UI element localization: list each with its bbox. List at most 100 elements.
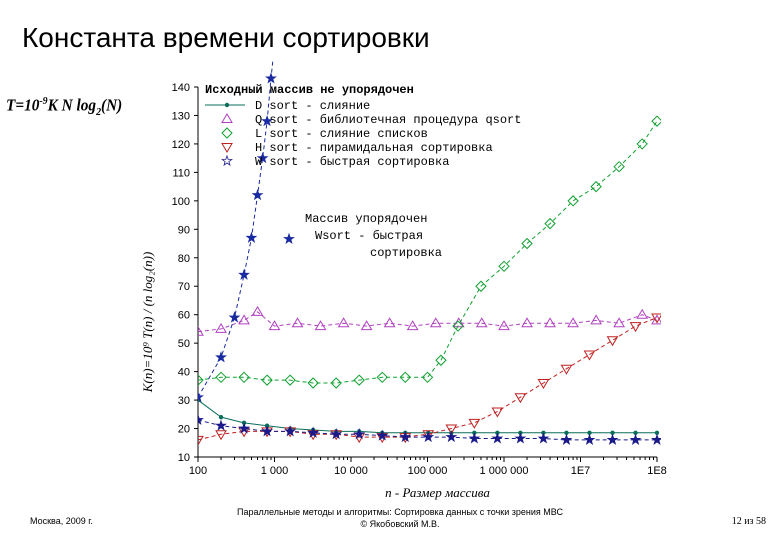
series-5 (198, 60, 277, 403)
data-point (198, 325, 204, 336)
x-axis-label: n - Размер массива (385, 485, 490, 500)
x-tick-label: 1 000 000 (480, 465, 529, 477)
data-point (238, 268, 250, 280)
formula-mid: K N log (47, 95, 97, 115)
data-point (198, 374, 204, 386)
data-point (498, 320, 510, 331)
data-point (435, 354, 447, 366)
data-point (475, 317, 488, 328)
series-1 (198, 305, 661, 336)
formula-sub: 2 (96, 106, 102, 119)
data-point (228, 311, 241, 323)
data-point (215, 430, 227, 441)
slide-title: Константа времени сортировки (22, 22, 430, 53)
data-point (238, 371, 250, 384)
data-point (360, 320, 373, 331)
y-axis-label: K(n)=10⁹ T(n) / (n log₂(n)) (140, 252, 155, 394)
data-point (452, 320, 464, 332)
data-point (583, 350, 596, 361)
data-point (468, 432, 481, 444)
data-point (261, 425, 273, 437)
footer-location: Москва, 2009 г. (30, 516, 93, 526)
data-point (636, 308, 649, 319)
x-tick-label: 10 000 (334, 465, 368, 477)
data-point (491, 432, 504, 444)
series-line (198, 311, 658, 333)
data-point (633, 430, 638, 436)
series-line (198, 60, 274, 398)
data-point (651, 313, 661, 324)
data-point (268, 320, 281, 331)
legend-entry: L sort - слияние списков (221, 127, 428, 141)
y-tick-label: 90 (178, 224, 190, 236)
y-tick-label: 80 (178, 253, 190, 265)
data-point (475, 280, 487, 292)
data-point (514, 393, 527, 404)
series-line (198, 120, 658, 384)
data-point (376, 429, 389, 441)
data-point (265, 72, 277, 84)
y-tick-label: 20 (178, 424, 190, 436)
data-point (218, 414, 224, 420)
data-point (198, 390, 204, 403)
data-point (245, 231, 258, 243)
y-tick-label: 50 (178, 338, 190, 350)
legend-marker (221, 143, 233, 153)
data-point (583, 433, 596, 446)
x-tick-label: 1 000 (261, 465, 289, 477)
data-point (590, 314, 602, 325)
data-point (514, 432, 527, 444)
data-point (651, 433, 661, 446)
data-point (606, 433, 619, 446)
x-tick-label: 1E7 (571, 465, 591, 477)
legend-label: L sort - слияние списков (255, 127, 428, 141)
footer-course: Параллельные методы и алгоритмы: Сортиро… (200, 506, 600, 530)
y-tick-label: 40 (178, 367, 190, 379)
y-tick-label: 140 (172, 82, 190, 94)
y-tick-label: 120 (172, 139, 190, 151)
data-point (613, 317, 626, 328)
data-point (491, 407, 504, 418)
legend-marker (224, 102, 230, 108)
data-point (651, 314, 661, 325)
data-point (567, 317, 579, 328)
y-tick-label: 60 (178, 310, 190, 322)
data-point (353, 374, 365, 386)
annotation-line3: сортировка (370, 246, 442, 260)
data-point (654, 430, 660, 436)
legend-entry: D sort - слияние (205, 99, 370, 113)
series-line (198, 317, 658, 441)
legend-label: W sort - быстрая сортировка (255, 155, 449, 169)
series-4 (198, 413, 661, 446)
data-point (445, 424, 458, 435)
data-point (198, 413, 204, 425)
data-point (468, 418, 481, 429)
data-point (330, 377, 342, 389)
footer-course-line2: © Якобовский М.В. (360, 519, 440, 529)
formula-exp: -9 (39, 95, 48, 107)
data-point (421, 371, 434, 384)
data-point (613, 160, 625, 173)
data-point (521, 317, 533, 328)
data-point (215, 351, 227, 363)
data-point (215, 322, 227, 333)
data-point (251, 188, 264, 201)
data-point (564, 430, 569, 436)
data-point (399, 430, 412, 443)
data-point (498, 260, 510, 273)
annotation-marker (283, 232, 295, 244)
x-tick-label: 1E8 (647, 465, 667, 477)
data-point (521, 237, 533, 250)
legend-marker (221, 127, 233, 139)
annotation-line1: Массив упорядочен (305, 212, 427, 226)
data-point (544, 317, 556, 328)
legend-entry: Q sort - библиотечная процедура qsort (221, 113, 521, 127)
data-point (307, 377, 319, 389)
data-point (544, 217, 556, 230)
annotation-line2: Wsort - быстрая (315, 229, 423, 243)
x-tick-label: 100 (189, 465, 207, 477)
legend-entry: H sort - пирамидальная сортировка (221, 141, 493, 155)
data-point (629, 322, 642, 333)
data-point (215, 371, 227, 384)
